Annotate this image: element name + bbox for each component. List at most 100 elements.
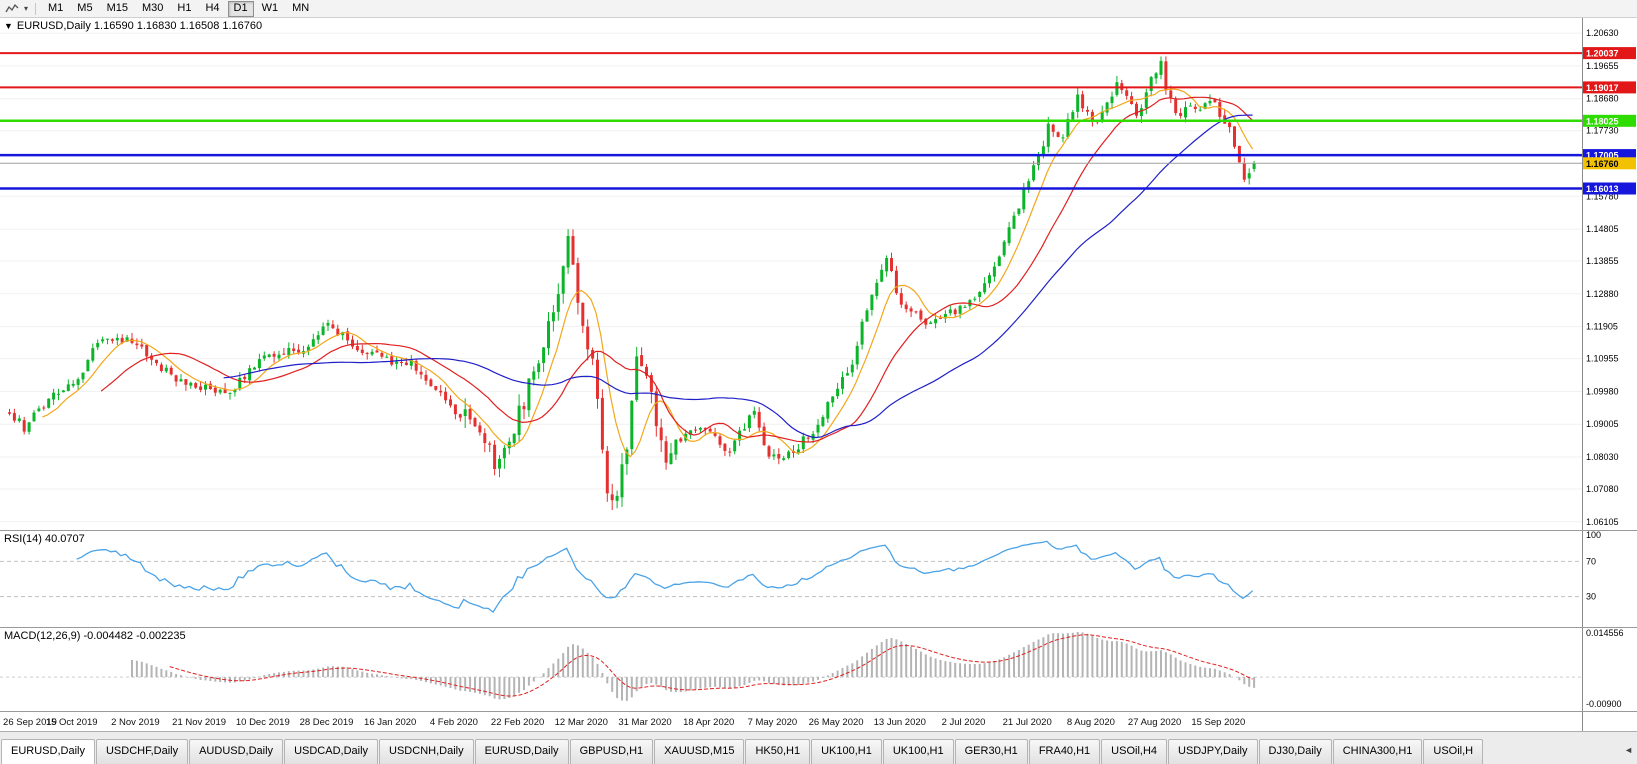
svg-text:30: 30: [1586, 592, 1596, 602]
date-axis-label: 2 Nov 2019: [111, 717, 160, 728]
svg-text:100: 100: [1586, 531, 1601, 540]
svg-text:1.15780: 1.15780: [1586, 191, 1619, 201]
date-axis-label: 26 May 2020: [809, 717, 864, 728]
line-chart-icon[interactable]: [3, 1, 21, 17]
level-price-badge: [1583, 114, 1636, 127]
chart-tab-usdjpy-daily[interactable]: USDJPY,Daily: [1168, 739, 1258, 764]
dropdown-arrow-icon[interactable]: ▾: [24, 4, 29, 13]
price-chart-canvas[interactable]: 1.20630 1.19655 1.18680 1.17730 1.15780 1.148…: [0, 18, 1637, 530]
date-axis-label: 15 Sep 2020: [1191, 717, 1245, 728]
chart-tab-uk100-h1[interactable]: UK100,H1: [882, 739, 954, 764]
chart-tab-ger30-h1[interactable]: GER30,H1: [954, 739, 1028, 764]
chart-tab-eurusd-daily[interactable]: EURUSD,Daily: [1, 739, 95, 764]
date-axis-label: 4 Feb 2020: [430, 717, 478, 728]
current-price-badge: [1583, 157, 1636, 170]
date-axis-label: 10 Dec 2019: [236, 717, 290, 728]
date-axis-label: 31 Mar 2020: [618, 717, 671, 728]
macd-indicator-pane[interactable]: 0.014556 -0.00900 MACD(12,26,9) -0.004482…: [0, 627, 1637, 711]
tab-scroll-left-button[interactable]: ◄: [1622, 745, 1635, 755]
macd-histogram: [131, 632, 1256, 701]
chart-tabbar: EURUSD,Daily USDCHF,Daily AUDUSD,Daily USDC…: [0, 731, 1637, 764]
date-axis-label: 21 Nov 2019: [172, 717, 226, 728]
rsi-indicator-pane[interactable]: 100 70 30 RSI(14) 40.0707: [0, 530, 1637, 627]
time-axis[interactable]: 26 Sep 2019 15 Oct 2019 2 Nov 2019 21 Nov 2…: [0, 711, 1637, 731]
chart-tab-audusd-daily[interactable]: AUDUSD,Daily: [189, 739, 284, 764]
timeframe-button-h4[interactable]: H4: [199, 1, 225, 17]
date-axis-label: 7 May 2020: [748, 717, 798, 728]
svg-text:1.17730: 1.17730: [1586, 126, 1619, 136]
svg-text:70: 70: [1586, 556, 1596, 566]
timeframe-button-m1[interactable]: M1: [42, 1, 69, 17]
price-chart-pane[interactable]: 1.20630 1.19655 1.18680 1.17730 1.15780 1.148…: [0, 18, 1637, 530]
chart-tab-uk100-h1[interactable]: UK100,H1: [811, 739, 882, 764]
date-axis-label: 15 Oct 2019: [46, 717, 98, 728]
timeframe-button-w1[interactable]: W1: [256, 1, 285, 17]
toolbar-separator: [35, 2, 37, 15]
timeframe-toolbar: ▾ M1 M5 M15 M30 H1 H4 D1 W1 MN: [0, 0, 1637, 18]
svg-text:0.014556: 0.014556: [1586, 628, 1624, 638]
chart-tab-usdcad-daily[interactable]: USDCAD,Daily: [284, 739, 379, 764]
rsi-canvas[interactable]: 100 70 30: [0, 531, 1637, 627]
timeframe-button-h1[interactable]: H1: [171, 1, 197, 17]
svg-text:1.17005: 1.17005: [1586, 151, 1619, 161]
chart-tab-china300-h1[interactable]: CHINA300,H1: [1332, 739, 1423, 764]
date-axis-label: 27 Aug 2020: [1128, 717, 1181, 728]
rsi-line: [76, 540, 1254, 614]
svg-text:1.18680: 1.18680: [1586, 94, 1619, 104]
svg-text:1.20630: 1.20630: [1586, 28, 1619, 38]
chart-tabs-strip: EURUSD,Daily USDCHF,Daily AUDUSD,Daily USDC…: [0, 732, 1637, 764]
date-axis-label: 8 Aug 2020: [1067, 717, 1115, 728]
chart-tab-eurusd-daily[interactable]: EURUSD,Daily: [474, 739, 569, 764]
macd-canvas[interactable]: 0.014556 -0.00900: [0, 628, 1637, 711]
svg-text:1.08030: 1.08030: [1586, 452, 1619, 462]
chart-tab-dj30-daily[interactable]: DJ30,Daily: [1258, 739, 1332, 764]
svg-text:1.14805: 1.14805: [1586, 224, 1619, 234]
date-axis-label: 12 Mar 2020: [555, 717, 608, 728]
chart-tab-hk50-h1[interactable]: HK50,H1: [745, 739, 811, 764]
svg-text:1.13855: 1.13855: [1586, 256, 1619, 266]
chart-tab-xauusd-m15[interactable]: XAUUSD,M15: [654, 739, 745, 764]
level-price-badge: [1583, 182, 1636, 195]
svg-text:1.07080: 1.07080: [1586, 484, 1619, 494]
chart-tab-usdcnh-daily[interactable]: USDCNH,Daily: [379, 739, 474, 764]
ma-line-20: [100, 96, 1254, 443]
price-axis-labels[interactable]: 1.20630 1.19655 1.18680 1.17730 1.15780 1.148…: [1583, 28, 1636, 527]
level-price-badge: [1583, 81, 1636, 94]
timeframe-button-m5[interactable]: M5: [71, 1, 98, 17]
svg-text:1.10955: 1.10955: [1586, 354, 1619, 364]
date-axis-label: 2 Jul 2020: [942, 717, 986, 728]
svg-text:1.09980: 1.09980: [1586, 386, 1619, 396]
date-axis-label: 13 Jun 2020: [874, 717, 926, 728]
date-axis-label: 16 Jan 2020: [364, 717, 416, 728]
ma-line-45: [223, 114, 1253, 439]
horizontal-level-lines[interactable]: [0, 52, 1582, 190]
svg-text:1.06105: 1.06105: [1586, 517, 1619, 527]
ma-line-8: [42, 88, 1254, 458]
svg-text:1.16760: 1.16760: [1586, 159, 1619, 169]
price-grid: [0, 32, 1582, 523]
chart-tab-fra40-h1[interactable]: FRA40,H1: [1028, 739, 1101, 764]
macd-signal-line: [169, 634, 1253, 697]
svg-text:1.16013: 1.16013: [1586, 184, 1619, 194]
svg-text:1.12880: 1.12880: [1586, 289, 1619, 299]
level-price-badge: [1583, 47, 1636, 60]
chart-tab-gbpusd-h1[interactable]: GBPUSD,H1: [569, 739, 654, 764]
svg-text:1.19017: 1.19017: [1586, 83, 1619, 93]
svg-text:1.11905: 1.11905: [1586, 322, 1618, 332]
timeframe-button-mn[interactable]: MN: [286, 1, 315, 17]
date-axis-label: 21 Jul 2020: [1003, 717, 1052, 728]
chart-tab-usoil-h[interactable]: USOil,H: [1423, 739, 1484, 764]
timeframe-buttons-group: M1 M5 M15 M30 H1 H4 D1 W1 MN: [41, 0, 316, 17]
svg-text:1.19655: 1.19655: [1586, 61, 1619, 71]
timeframe-button-m30[interactable]: M30: [136, 1, 169, 17]
timeframe-button-m15[interactable]: M15: [101, 1, 134, 17]
timeframe-button-d1[interactable]: D1: [227, 0, 254, 17]
date-axis-label: 18 Apr 2020: [683, 717, 734, 728]
svg-text:1.18025: 1.18025: [1586, 116, 1619, 126]
date-axis-label: 26 Sep 2019: [3, 717, 57, 728]
svg-text:1.20037: 1.20037: [1586, 49, 1619, 59]
chart-tab-usdchf-daily[interactable]: USDCHF,Daily: [95, 739, 189, 764]
chart-tab-usoil-h4[interactable]: USOil,H4: [1101, 739, 1168, 764]
